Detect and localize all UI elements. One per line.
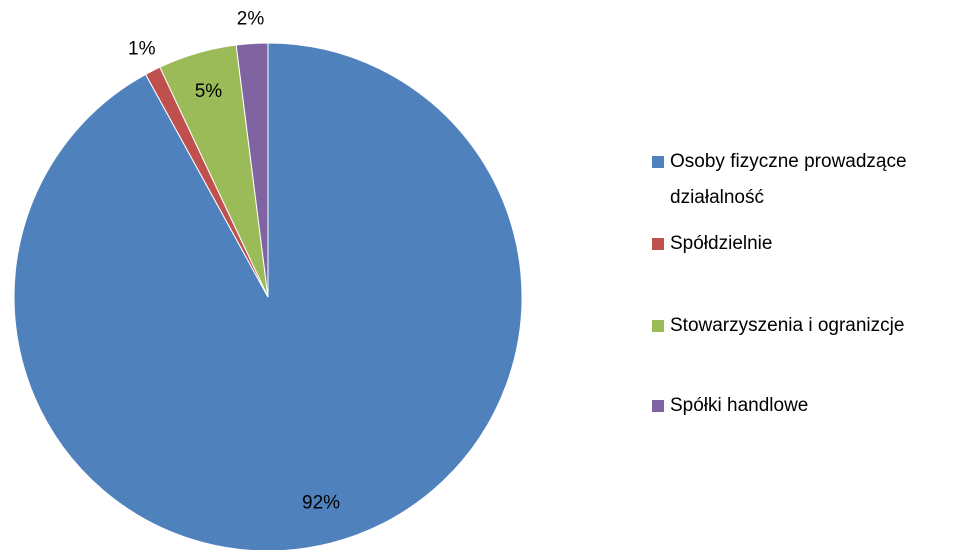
legend-entry: Stowarzyszenia i ogranizcje: [652, 308, 970, 344]
legend-label: Spółdzielnie: [670, 233, 773, 254]
pie-slice: [235, 42, 269, 298]
legend-entry: Spółdzielnie: [652, 226, 970, 262]
legend-swatch: [652, 400, 664, 412]
legend-entry: Spółki handlowe: [652, 388, 970, 424]
legend-label: Spółki handlowe: [670, 395, 809, 416]
data-label: 92%: [302, 493, 340, 514]
legend-label: Osoby fizyczne prowadzące działalność: [670, 151, 907, 208]
data-label: 1%: [128, 38, 156, 59]
legend-entry: Osoby fizyczne prowadzące działalność: [652, 144, 970, 216]
legend-swatch: [652, 156, 664, 168]
data-label: 2%: [237, 9, 265, 30]
legend-swatch: [652, 238, 664, 250]
data-label: 5%: [195, 81, 223, 102]
legend-label: Stowarzyszenia i ogranizcje: [670, 315, 905, 336]
legend-swatch: [652, 320, 664, 332]
